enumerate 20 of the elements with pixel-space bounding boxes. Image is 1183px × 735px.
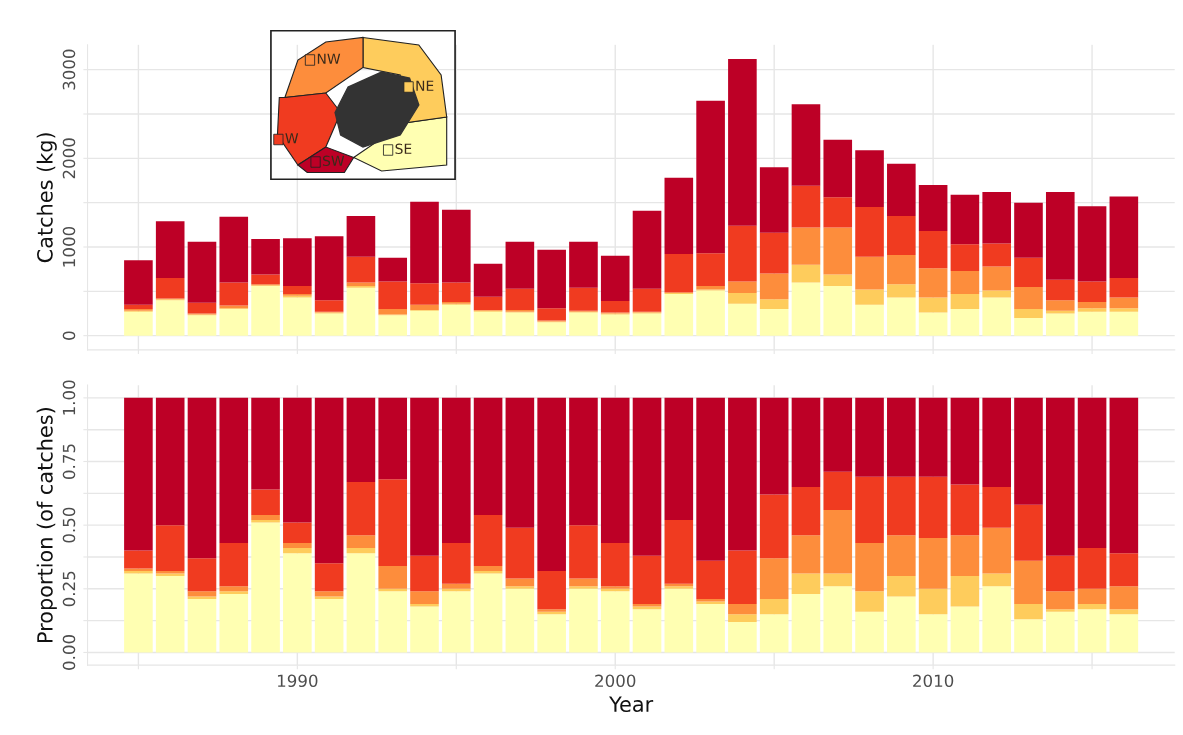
- y-tick-label: 0.50: [62, 507, 76, 543]
- legend-label: NW: [317, 53, 341, 64]
- x-tick-label: 2010: [913, 674, 954, 688]
- legend-label: SW: [323, 155, 345, 167]
- y-axis-title: Catches (kg): [36, 133, 57, 263]
- legend-label: W: [285, 133, 299, 144]
- y-tick-label: 1.00: [62, 380, 76, 415]
- y-tick-label: 0.00: [62, 635, 76, 670]
- x-tick-label: 2000: [595, 674, 636, 688]
- y-tick-label: 2000: [62, 138, 76, 179]
- y-tick-label: 1000: [62, 226, 76, 267]
- y-axis-title: Proportion (of catches): [36, 408, 57, 642]
- x-tick-label: 1990: [277, 674, 318, 688]
- y-tick-label: 0.25: [62, 571, 76, 607]
- legend-label: SE: [395, 143, 412, 155]
- y-tick-label: 0.75: [62, 444, 76, 479]
- legend-label: NE: [416, 80, 434, 91]
- y-tick-label: 3000: [62, 49, 76, 90]
- x-axis-title: Year: [609, 696, 654, 713]
- y-tick-label: 0: [62, 331, 76, 340]
